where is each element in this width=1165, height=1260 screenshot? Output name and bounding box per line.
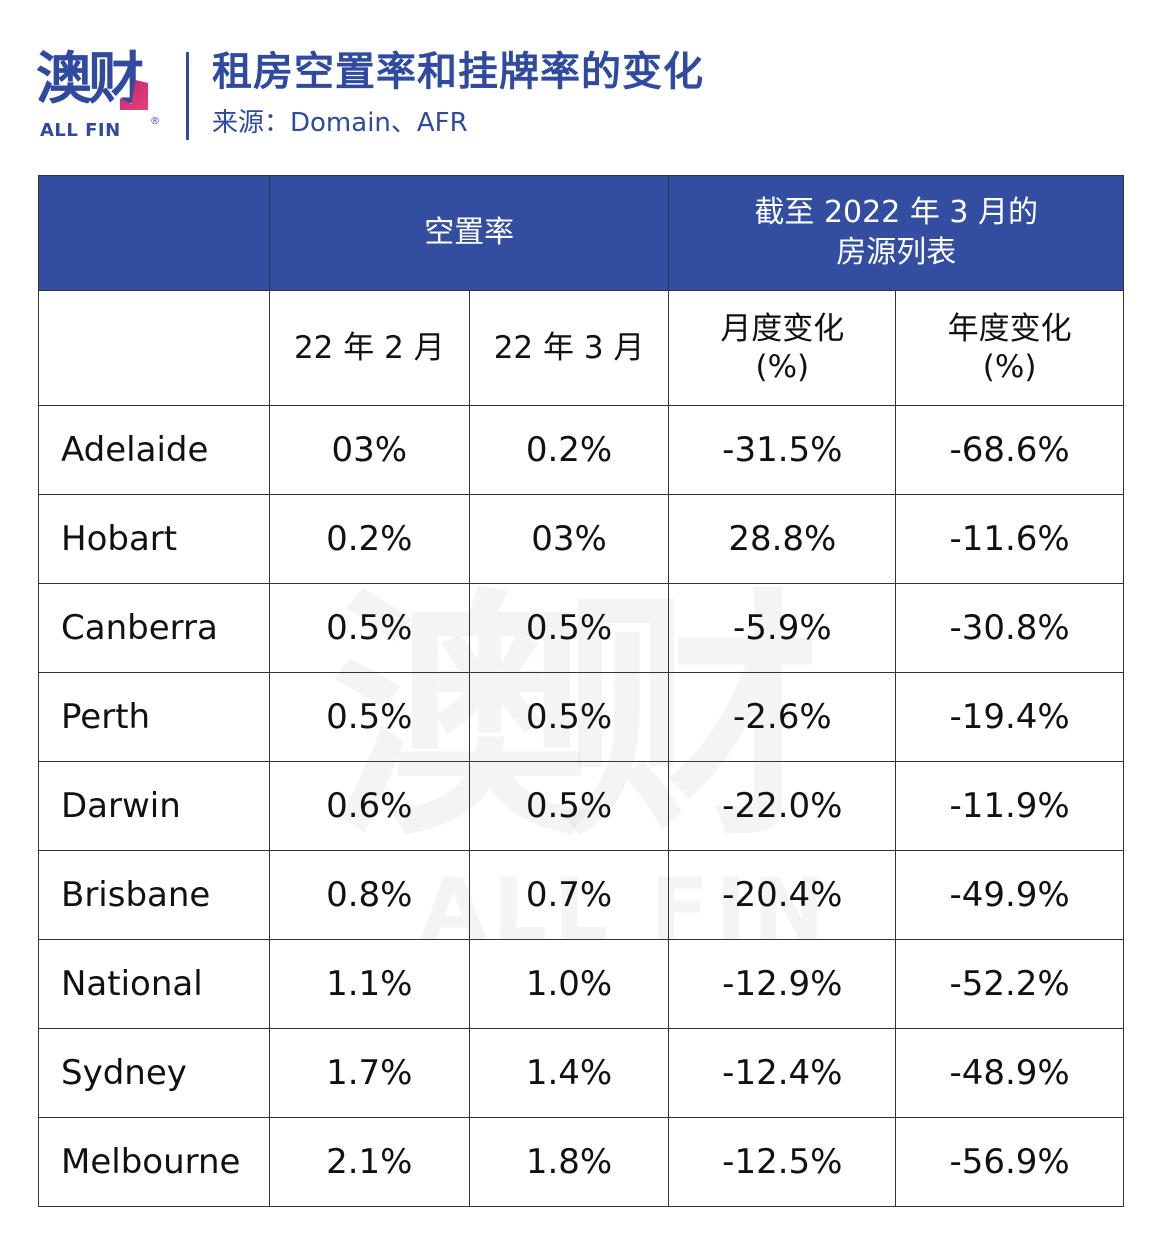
monthly-change-cell: -22.0% (668, 761, 897, 851)
monthly-change-cell: -12.4% (668, 1028, 897, 1118)
annual-change-cell: -30.8% (895, 583, 1124, 673)
feb-cell: 03% (268, 405, 470, 495)
city-cell: Canberra (38, 583, 270, 673)
annual-change-cell: -11.6% (895, 494, 1124, 584)
allfin-logo: 澳财 ALL FIN ® (36, 50, 186, 146)
annual-change-cell: -48.9% (895, 1028, 1124, 1118)
vacancy-listings-table: 空置率 截至 2022 年 3 月的 房源列表 22 年 2 月 22 年 3 … (38, 175, 1124, 1207)
table-row: Brisbane 0.8% 0.7% -20.4% -49.9% (38, 850, 1124, 940)
mar-cell: 0.5% (468, 761, 670, 851)
annual-change-unit: (%) (982, 349, 1037, 385)
logo-chinese: 澳财 (36, 47, 144, 112)
city-cell: Brisbane (38, 850, 270, 940)
monthly-change-cell: 28.8% (668, 494, 897, 584)
mar-cell: 0.2% (468, 405, 670, 495)
table-row: Adelaide 03% 0.2% -31.5% -68.6% (38, 405, 1124, 495)
page-title: 租房空置率和挂牌率的变化 (212, 49, 704, 95)
mar-cell: 1.0% (468, 939, 670, 1029)
feb-cell: 2.1% (268, 1117, 470, 1207)
feb-cell: 0.5% (268, 672, 470, 762)
listings-header-line1: 截至 2022 年 3 月的 (754, 195, 1039, 230)
annual-change-cell: -56.9% (895, 1117, 1124, 1207)
annual-change-cell: -52.2% (895, 939, 1124, 1029)
feb-cell: 1.7% (268, 1028, 470, 1118)
city-cell: Hobart (38, 494, 270, 584)
corner-header-cell (38, 175, 270, 291)
table-row: Perth 0.5% 0.5% -2.6% -19.4% (38, 672, 1124, 762)
table-row: National 1.1% 1.0% -12.9% -52.2% (38, 939, 1124, 1029)
table-row: Melbourne 2.1% 1.8% -12.5% -56.9% (38, 1117, 1124, 1207)
monthly-change-cell: -5.9% (668, 583, 897, 673)
feb-22-header: 22 年 2 月 (268, 290, 470, 406)
feb-cell: 0.5% (268, 583, 470, 673)
listings-group-header: 截至 2022 年 3 月的 房源列表 (668, 175, 1124, 291)
monthly-change-cell: -2.6% (668, 672, 897, 762)
mar-cell: 0.5% (468, 583, 670, 673)
table-row: Hobart 0.2% 03% 28.8% -11.6% (38, 494, 1124, 584)
group-header-row: 空置率 截至 2022 年 3 月的 房源列表 (38, 175, 1124, 291)
feb-cell: 0.8% (268, 850, 470, 940)
source-caption: 来源：Domain、AFR (212, 108, 468, 138)
header-divider (186, 52, 189, 140)
vacancy-rate-group-header: 空置率 (268, 175, 670, 291)
feb-cell: 0.2% (268, 494, 470, 584)
annual-change-cell: -11.9% (895, 761, 1124, 851)
monthly-change-header: 月度变化 (%) (668, 290, 897, 406)
monthly-change-cell: -31.5% (668, 405, 897, 495)
mar-cell: 0.5% (468, 672, 670, 762)
mar-cell: 1.8% (468, 1117, 670, 1207)
city-cell: Sydney (38, 1028, 270, 1118)
annual-change-header: 年度变化 (%) (895, 290, 1124, 406)
monthly-change-cell: -20.4% (668, 850, 897, 940)
annual-change-cell: -68.6% (895, 405, 1124, 495)
mar-cell: 1.4% (468, 1028, 670, 1118)
city-column-header (38, 290, 270, 406)
city-cell: Adelaide (38, 405, 270, 495)
mar-22-header: 22 年 3 月 (468, 290, 670, 406)
city-cell: Perth (38, 672, 270, 762)
annual-change-label: 年度变化 (947, 311, 1072, 347)
annual-change-cell: -19.4% (895, 672, 1124, 762)
mar-cell: 03% (468, 494, 670, 584)
logo-english: ALL FIN (40, 120, 121, 141)
mar-cell: 0.7% (468, 850, 670, 940)
monthly-change-cell: -12.5% (668, 1117, 897, 1207)
annual-change-cell: -49.9% (895, 850, 1124, 940)
registered-mark: ® (150, 116, 160, 127)
monthly-change-unit: (%) (755, 349, 810, 385)
feb-cell: 1.1% (268, 939, 470, 1029)
monthly-change-label: 月度变化 (720, 311, 845, 347)
city-cell: Melbourne (38, 1117, 270, 1207)
monthly-change-cell: -12.9% (668, 939, 897, 1029)
city-cell: National (38, 939, 270, 1029)
listings-header-line2: 房源列表 (836, 235, 957, 270)
city-cell: Darwin (38, 761, 270, 851)
sub-header-row: 22 年 2 月 22 年 3 月 月度变化 (%) 年度变化 (%) (38, 290, 1124, 406)
table-row: Canberra 0.5% 0.5% -5.9% -30.8% (38, 583, 1124, 673)
table-row: Darwin 0.6% 0.5% -22.0% -11.9% (38, 761, 1124, 851)
feb-cell: 0.6% (268, 761, 470, 851)
table-row: Sydney 1.7% 1.4% -12.4% -48.9% (38, 1028, 1124, 1118)
